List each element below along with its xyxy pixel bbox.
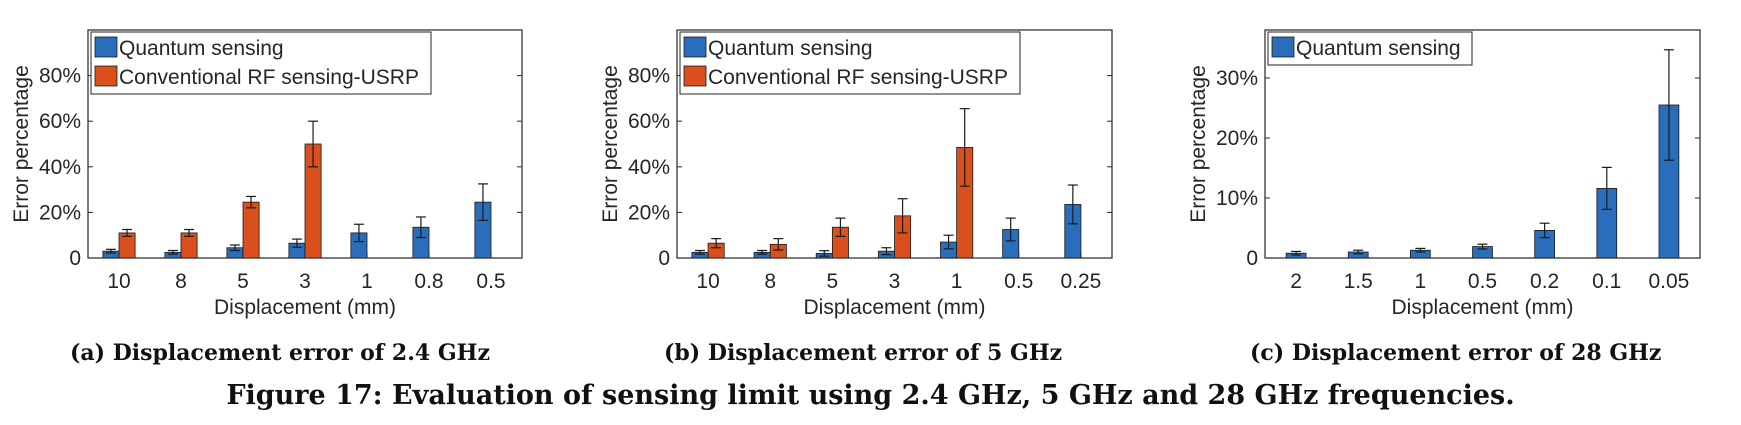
y-axis-label: Error percentage bbox=[599, 65, 622, 223]
x-tick-label: 3 bbox=[299, 270, 311, 293]
y-tick-label: 0 bbox=[1246, 247, 1258, 270]
x-tick-label: 2 bbox=[1290, 270, 1302, 293]
x-tick-label: 0.1 bbox=[1592, 270, 1621, 293]
x-tick-label: 1.5 bbox=[1344, 270, 1373, 293]
legend-label-conventional: Conventional RF sensing-USRP bbox=[119, 66, 419, 89]
legend-box bbox=[90, 31, 432, 95]
chart-b-caption: (b) Displacement error of 5 GHz bbox=[664, 340, 1063, 366]
y-tick-label: 0 bbox=[658, 247, 670, 270]
y-tick-label: 40% bbox=[628, 156, 670, 179]
x-tick-label: 0.8 bbox=[414, 270, 443, 293]
x-tick-label: 5 bbox=[237, 270, 249, 293]
legend-swatch-conventional bbox=[683, 65, 707, 87]
legend-label-quantum: Quantum sensing bbox=[1296, 37, 1461, 60]
y-tick-label: 80% bbox=[39, 65, 81, 88]
legend-c: Quantum sensing bbox=[1267, 31, 1473, 66]
x-tick-label: 0.5 bbox=[1004, 270, 1033, 293]
y-tick-label: 60% bbox=[628, 110, 670, 133]
y-tick-label: 0 bbox=[69, 247, 81, 270]
legend-label-quantum: Quantum sensing bbox=[708, 37, 873, 60]
x-tick-label: 0.2 bbox=[1530, 270, 1559, 293]
x-axis-label: Displacement (mm) bbox=[803, 296, 985, 319]
legend-swatch-quantum bbox=[1271, 36, 1295, 58]
x-tick-label: 0.5 bbox=[476, 270, 505, 293]
y-axis-label: Error percentage bbox=[10, 65, 33, 223]
y-tick-label: 60% bbox=[39, 110, 81, 133]
chart-a: 0 20% 40% 60% 80% 10 8 5 3 1 0.8 0.5 Displacement (m… bbox=[10, 29, 523, 319]
x-tick-label: 1 bbox=[361, 270, 373, 293]
y-tick-label: 20% bbox=[1216, 127, 1258, 150]
x-axis-label: Displacement (mm) bbox=[1391, 296, 1573, 319]
y-tick-label: 10% bbox=[1216, 187, 1258, 210]
x-tick-label: 5 bbox=[827, 270, 839, 293]
legend-swatch-conventional bbox=[94, 65, 118, 87]
legend-box bbox=[1267, 31, 1473, 66]
y-axis-label: Error percentage bbox=[1187, 65, 1210, 223]
chart-a-caption: (a) Displacement error of 2.4 GHz bbox=[70, 340, 490, 366]
y-tick-label: 30% bbox=[1216, 67, 1258, 90]
legend-a: Quantum sensing Conventional RF sensing-U… bbox=[90, 31, 432, 95]
x-axis-label: Displacement (mm) bbox=[214, 296, 396, 319]
plot-area-c bbox=[1264, 29, 1701, 259]
x-tick-label: 0.25 bbox=[1060, 270, 1101, 293]
x-tick-label: 3 bbox=[889, 270, 901, 293]
y-tick-label: 80% bbox=[628, 65, 670, 88]
x-tick-label: 10 bbox=[107, 270, 130, 293]
x-tick-label: 10 bbox=[696, 270, 719, 293]
x-tick-label: 0.05 bbox=[1648, 270, 1689, 293]
chart-c-caption: (c) Displacement error of 28 GHz bbox=[1250, 340, 1662, 366]
bar-conventional bbox=[242, 201, 260, 259]
chart-b: 0 20% 40% 60% 80% 10 8 5 3 1 0.5 0.25 Displacement (… bbox=[599, 29, 1113, 319]
legend-b: Quantum sensing Conventional RF sensing-U… bbox=[679, 31, 1021, 95]
x-tick-label: 0.5 bbox=[1468, 270, 1497, 293]
figure-caption: Figure 17: Evaluation of sensing limit u… bbox=[226, 380, 1515, 411]
legend-label-conventional: Conventional RF sensing-USRP bbox=[708, 66, 1008, 89]
legend-box bbox=[679, 31, 1021, 95]
y-tick-label: 20% bbox=[628, 201, 670, 224]
x-tick-label: 8 bbox=[175, 270, 187, 293]
legend-swatch-quantum bbox=[94, 36, 118, 58]
x-tick-label: 1 bbox=[1415, 270, 1427, 293]
chart-c: 0 10% 20% 30% 2 1.5 1 0.5 0.2 0.1 0.05 Displacement… bbox=[1187, 29, 1701, 319]
legend-swatch-quantum bbox=[683, 36, 707, 58]
x-tick-label: 8 bbox=[764, 270, 776, 293]
legend-label-quantum: Quantum sensing bbox=[119, 37, 284, 60]
y-tick-label: 20% bbox=[39, 201, 81, 224]
x-tick-label: 1 bbox=[951, 270, 963, 293]
y-tick-label: 40% bbox=[39, 156, 81, 179]
